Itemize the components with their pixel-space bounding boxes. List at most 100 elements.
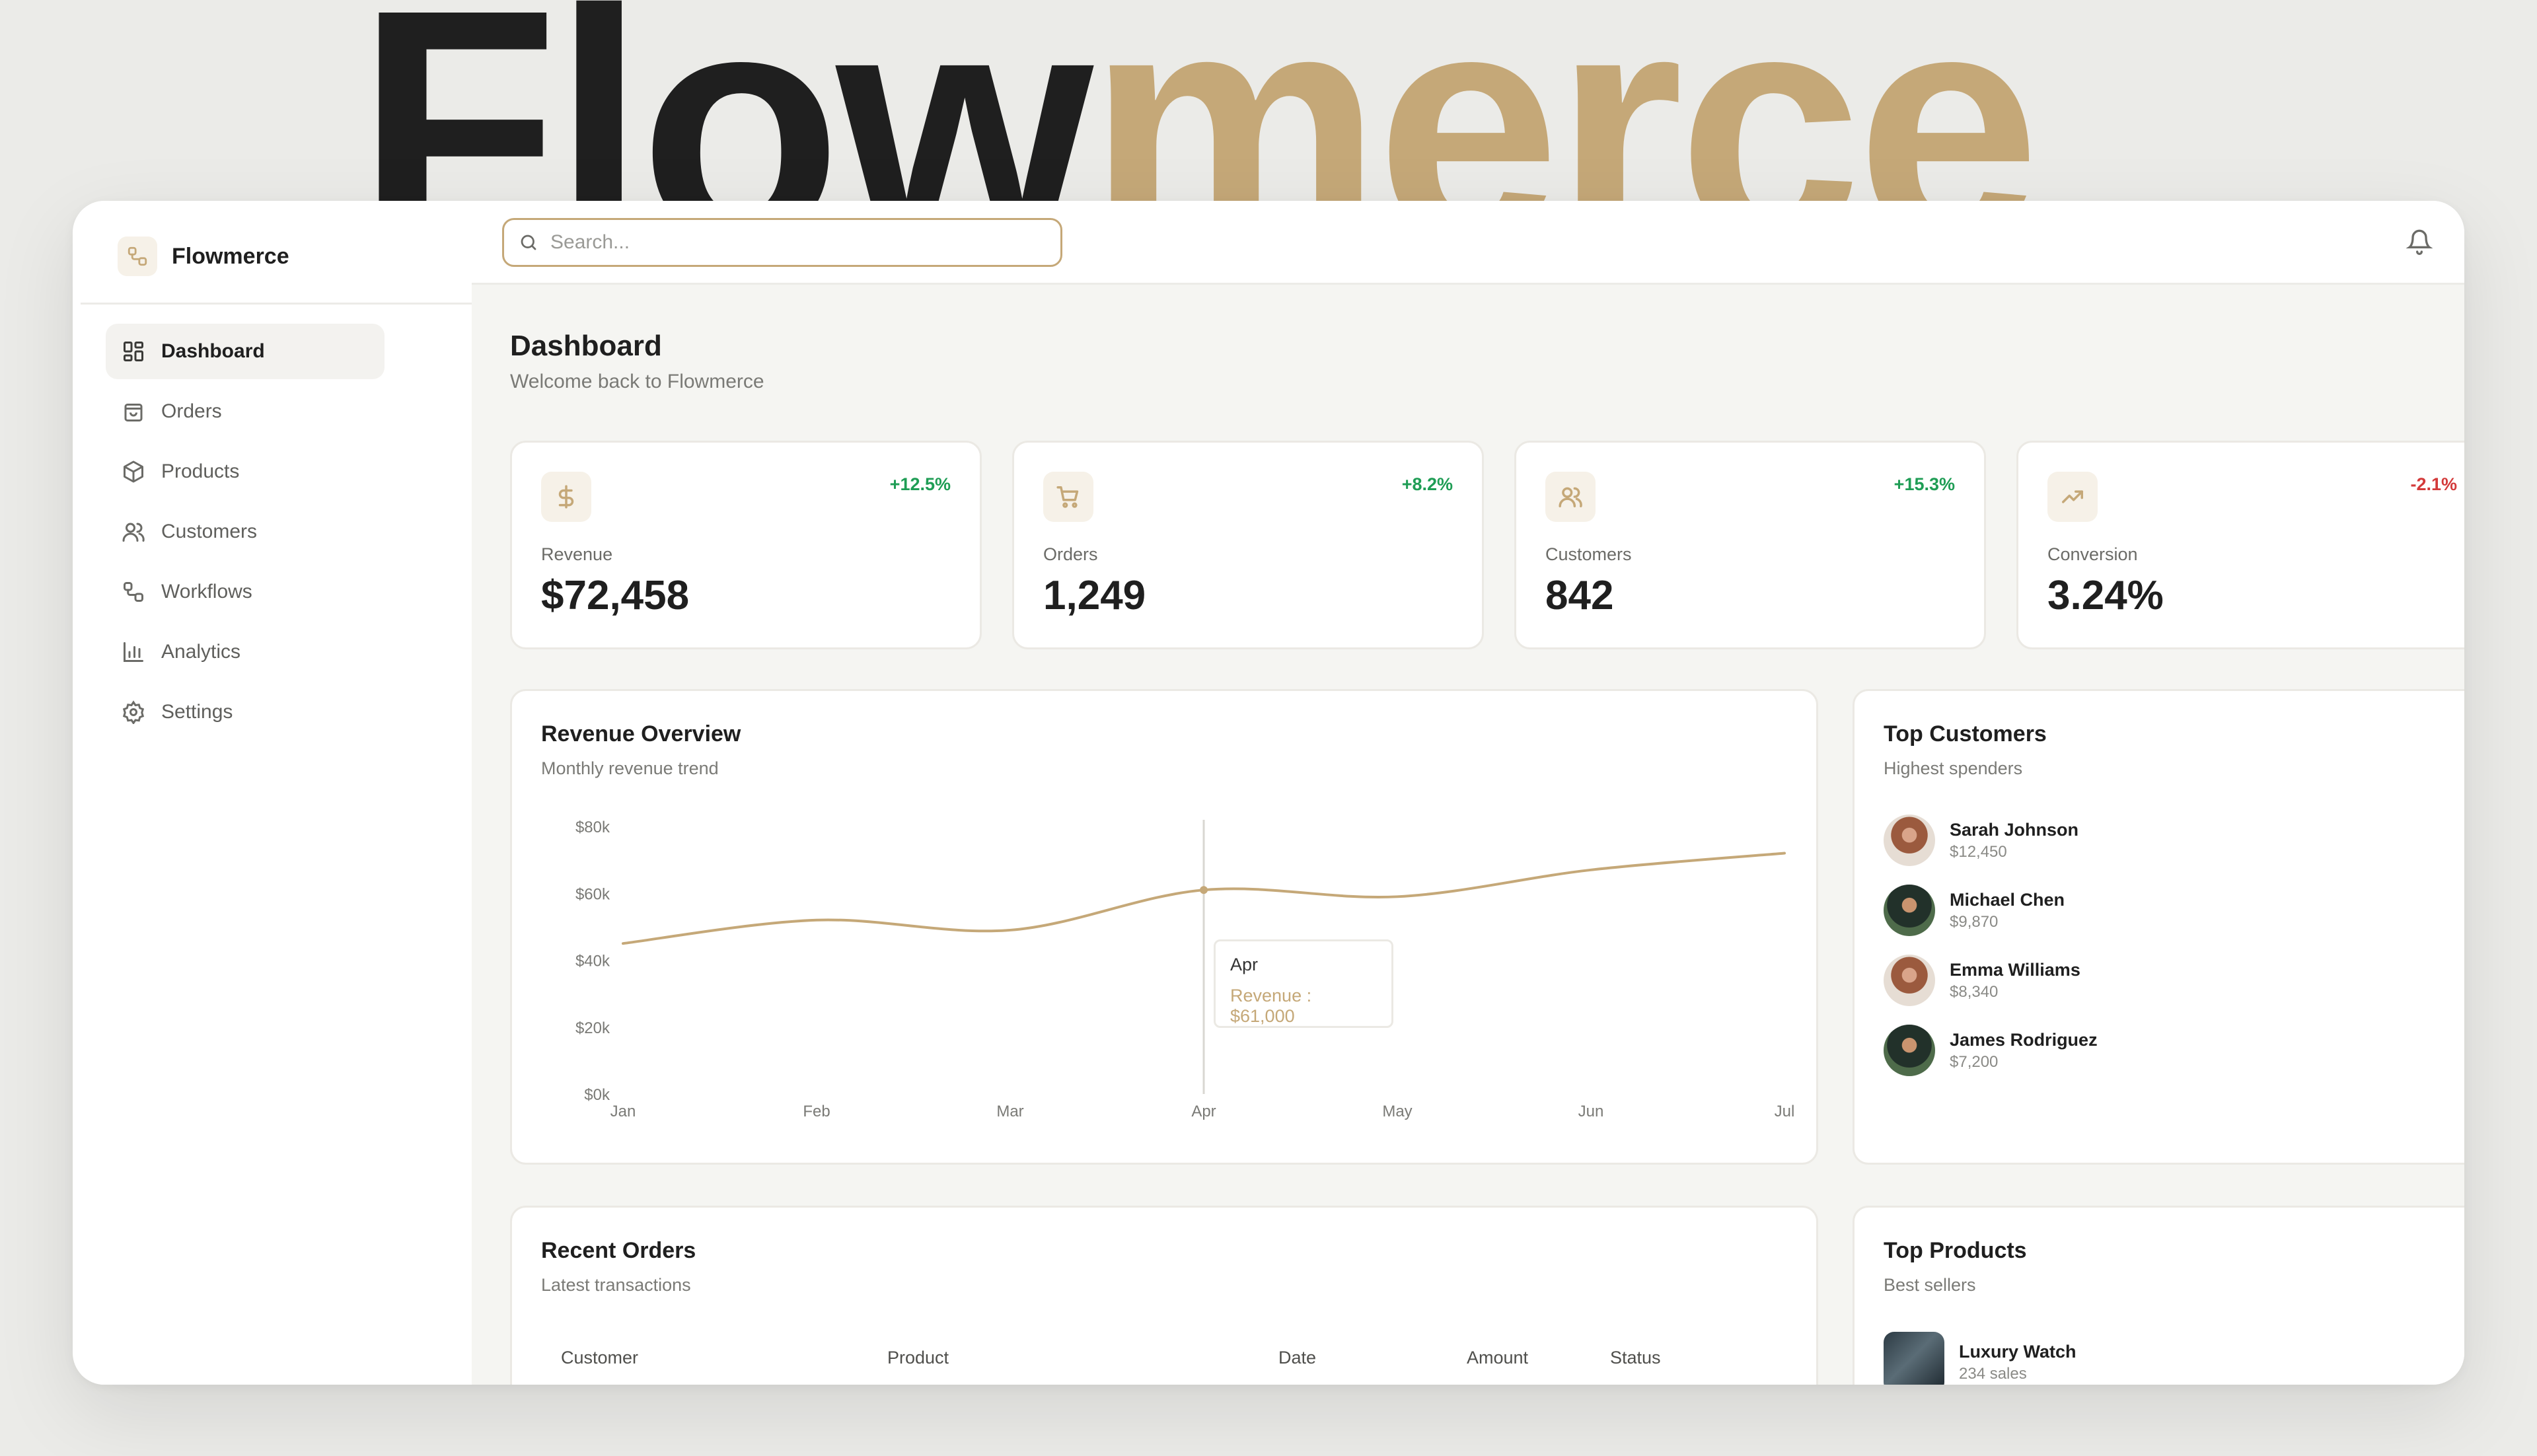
sidebar-item-label: Dashboard — [161, 340, 265, 362]
dollar-icon — [541, 472, 591, 522]
sidebar-item-label: Orders — [161, 400, 222, 422]
list-item[interactable]: Emma Williams $8,340 — [1884, 954, 2098, 1007]
y-tick-label: $60k — [575, 885, 610, 903]
revenue-chart[interactable]: $0k $20k $40k $60k $80k Jan Feb Mar Apr May Jun Jul… — [512, 691, 1820, 1167]
customer-name: Emma Williams — [1950, 959, 2080, 980]
product-sales: 234 sales — [1959, 1364, 2027, 1383]
search-input[interactable] — [549, 231, 1054, 254]
hero-wordmark-gold: merce — [1087, 0, 2036, 211]
gear-icon — [122, 700, 145, 724]
card-title: Revenue Overview — [541, 721, 741, 746]
x-tick-label: Jan — [610, 1103, 636, 1120]
search-box[interactable] — [502, 218, 1062, 267]
sidebar-item-analytics[interactable]: Analytics — [106, 624, 385, 680]
stat-label: Customers — [1545, 544, 1632, 564]
hero-wordmark-dark: Flow — [357, 0, 1093, 211]
avatar — [1884, 1025, 1935, 1076]
customer-amount: $8,340 — [1950, 982, 1999, 1001]
stat-value: $72,458 — [541, 573, 690, 618]
customer-name: Sarah Johnson — [1950, 819, 2079, 840]
y-tick-label: $80k — [575, 819, 610, 836]
x-tick-label: Jul — [1775, 1103, 1795, 1120]
stat-value: 1,249 — [1043, 573, 1146, 618]
tooltip-label: Apr — [1230, 955, 1259, 974]
y-tick-label: $0k — [584, 1086, 610, 1104]
stat-label: Conversion — [2047, 544, 2138, 564]
list-item[interactable]: Luxury Watch 234 sales — [1884, 1332, 2077, 1385]
stat-delta: -2.1% — [2410, 474, 2457, 494]
sidebar-item-settings[interactable]: Settings — [106, 684, 385, 740]
workflow-icon — [122, 580, 145, 604]
revenue-chart-svg: $0k $20k $40k $60k $80k Jan Feb Mar Apr May Jun Jul — [575, 819, 1795, 1120]
page-title: Dashboard — [510, 330, 662, 362]
bar-chart-icon — [122, 640, 145, 664]
x-tick-label: May — [1382, 1103, 1412, 1120]
y-tick-label: $40k — [575, 953, 610, 970]
list-item[interactable]: Michael Chen $9,870 — [1884, 884, 2098, 937]
product-thumbnail — [1884, 1332, 1944, 1385]
main-content: Dashboard Welcome back to Flowmerce +12.… — [472, 285, 2464, 1385]
dashboard-icon — [122, 340, 145, 363]
customer-name: James Rodriguez — [1950, 1029, 2098, 1050]
stat-delta: +12.5% — [889, 474, 951, 494]
card-subtitle: Best sellers — [1884, 1275, 1976, 1295]
customer-amount: $9,870 — [1950, 912, 1999, 931]
sidebar-item-customers[interactable]: Customers — [106, 504, 385, 560]
x-tick-label: Apr — [1191, 1103, 1216, 1120]
sidebar-item-label: Customers — [161, 521, 258, 542]
sidebar-item-orders[interactable]: Orders — [106, 384, 385, 439]
cart-icon — [1043, 472, 1093, 522]
sidebar-item-dashboard[interactable]: Dashboard — [106, 324, 385, 379]
sidebar-divider — [81, 303, 472, 305]
column-header-amount[interactable]: Amount — [1467, 1348, 1529, 1367]
sidebar-item-workflows[interactable]: Workflows — [106, 564, 385, 620]
stat-delta: +15.3% — [1894, 474, 1955, 494]
list-item[interactable]: Sarah Johnson $12,450 — [1884, 814, 2098, 867]
trending-up-icon — [2047, 472, 2098, 522]
column-header-date[interactable]: Date — [1278, 1348, 1317, 1367]
card-subtitle: Highest spenders — [1884, 758, 2023, 778]
sidebar-item-label: Settings — [161, 701, 233, 723]
stat-card-customers[interactable]: +15.3% Customers 842 — [1514, 441, 1986, 649]
users-icon — [1545, 472, 1596, 522]
sidebar-item-label: Workflows — [161, 581, 252, 602]
recent-orders-card: Recent Orders Latest transactions Custom… — [510, 1206, 1818, 1385]
avatar — [1884, 955, 1935, 1006]
hero-wordmark: Flowmerce — [357, 0, 2035, 211]
data-point — [1200, 886, 1208, 894]
stat-value: 842 — [1545, 573, 1614, 618]
stat-card-revenue[interactable]: +12.5% Revenue $72,458 — [510, 441, 982, 649]
brand-name: Flowmerce — [172, 243, 289, 269]
stat-value: 3.24% — [2047, 573, 2164, 618]
column-header-status[interactable]: Status — [1610, 1348, 1661, 1367]
customer-list: Sarah Johnson $12,450 Michael Chen $9,870 … — [1884, 814, 2098, 1094]
card-title: Recent Orders — [541, 1238, 696, 1263]
brand[interactable]: Flowmerce — [118, 235, 289, 277]
x-tick-label: Feb — [803, 1103, 830, 1120]
avatar — [1884, 885, 1935, 936]
card-subtitle: Latest transactions — [541, 1275, 691, 1295]
stat-card-conversion[interactable]: -2.1% Conversion 3.24% — [2016, 441, 2464, 649]
sidebar-item-products[interactable]: Products — [106, 444, 385, 499]
y-tick-label: $20k — [575, 1019, 610, 1037]
page-subtitle: Welcome back to Flowmerce — [510, 371, 764, 392]
sidebar: Flowmerce Dashboard Orders Products — [81, 201, 474, 1385]
search-icon — [519, 233, 538, 252]
app-window: Flowmerce Dashboard Orders Products — [73, 201, 2464, 1385]
stat-card-orders[interactable]: +8.2% Orders 1,249 — [1012, 441, 1484, 649]
column-header-customer[interactable]: Customer — [561, 1348, 639, 1367]
card-subtitle: Monthly revenue trend — [541, 758, 719, 778]
box-icon — [122, 460, 145, 484]
column-header-product[interactable]: Product — [887, 1348, 949, 1367]
bell-icon[interactable] — [2406, 229, 2433, 255]
card-title: Top Customers — [1884, 721, 2047, 746]
revenue-overview-card: Revenue Overview Monthly revenue trend $… — [510, 689, 1818, 1165]
stat-label: Revenue — [541, 544, 613, 564]
list-item[interactable]: James Rodriguez $7,200 — [1884, 1024, 2098, 1077]
top-customers-card: Top Customers Highest spenders Sarah Joh… — [1853, 689, 2464, 1165]
product-name: Luxury Watch — [1959, 1341, 2077, 1362]
logo-icon — [118, 237, 157, 276]
users-icon — [122, 520, 145, 544]
bag-icon — [122, 400, 145, 423]
stat-label: Orders — [1043, 544, 1098, 564]
